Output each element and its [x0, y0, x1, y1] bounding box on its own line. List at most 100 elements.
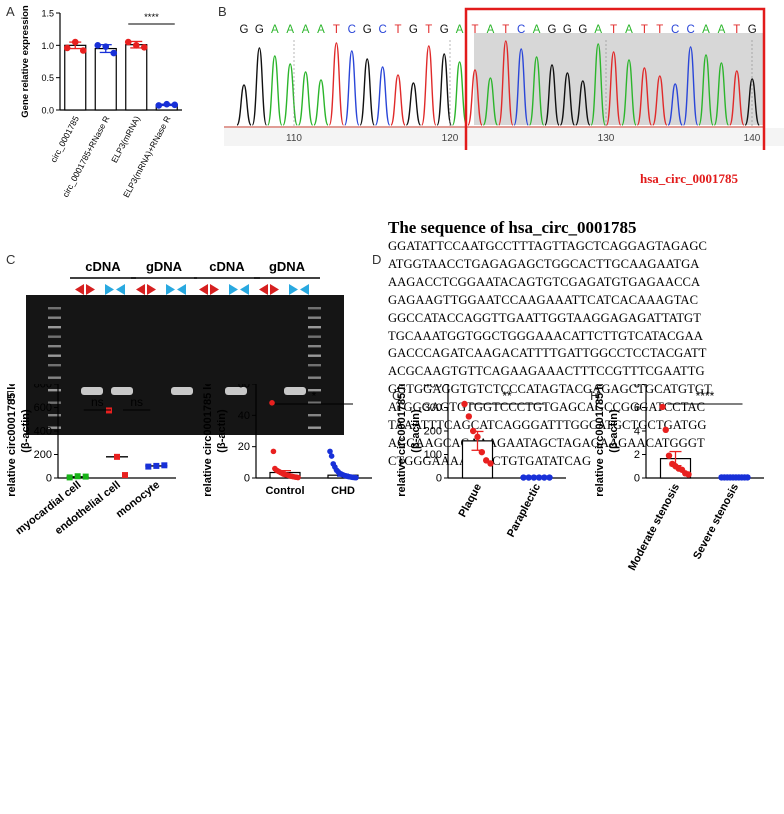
ladder-band	[48, 316, 61, 319]
data-point	[270, 448, 277, 455]
y-tick-label: 4	[634, 426, 640, 438]
base-letter: C	[378, 24, 386, 36]
x-tick-label: Paraplectic	[505, 482, 543, 539]
y-tick-label: 600	[34, 402, 52, 414]
bar	[94, 47, 117, 111]
data-point	[110, 49, 118, 57]
chart-a: 0.0 0.5 1.0 1.5 Gene relative expression circ…	[20, 5, 182, 199]
lane-label: cDNA	[85, 259, 121, 274]
y-tick-label: 200	[34, 449, 52, 461]
sequence-line: GACCCAGATCAAGACATTTTGATTGGCCTCCTACGATT	[388, 346, 707, 361]
trace-peak	[713, 62, 730, 126]
data-point	[295, 474, 301, 481]
panel-letter-g: G	[392, 388, 403, 403]
x-tick-label: ELP3(mRNA)	[109, 114, 142, 164]
ladder-band	[308, 401, 321, 404]
y-tick-label: 40	[238, 410, 250, 422]
x-tick-label: myocardial cell	[13, 479, 83, 537]
trace-peak	[359, 58, 375, 126]
sequence-title: The sequence of hsa_circ_0001785	[388, 218, 637, 237]
y-tick-label: 0	[244, 473, 250, 485]
y-tick-label: 2	[634, 449, 640, 461]
sequence-line: ACGCAAGTGTTCAGAAGAAACTTTCCGTTTCGAATTG	[388, 364, 705, 379]
trace-peak	[667, 83, 683, 126]
data-point	[546, 474, 553, 481]
x-tick-label: Plaque	[457, 482, 485, 519]
ladder-band	[48, 401, 61, 404]
base-letter: G	[363, 24, 372, 36]
y-axis-label: relative circ0001785 level (β-actin)	[396, 384, 422, 497]
y-tick-label: 800	[34, 384, 52, 391]
lane-label: gDNA	[146, 259, 183, 274]
x-tick-label: Control	[265, 485, 304, 497]
significance-label: ****	[144, 12, 159, 23]
y-axis-label-line: (β-actin)	[20, 409, 32, 453]
data-point	[530, 474, 538, 481]
y-axis-label-line: relative circ0001785 level	[202, 384, 214, 497]
x-tick-label: Severe stenosis	[691, 482, 741, 562]
highlight-box	[464, 7, 766, 150]
base-letter: G	[578, 24, 587, 36]
y-axis-label-line: Gene relative expression	[20, 5, 31, 118]
base-letter: C	[671, 24, 679, 36]
primer-arrow-icon	[105, 284, 114, 295]
ladder-band	[308, 335, 321, 338]
data-point	[665, 452, 673, 459]
base-letter: A	[533, 24, 541, 36]
y-tick-label: 0	[634, 473, 640, 485]
base-letter: T	[656, 24, 663, 36]
trace-peak	[652, 75, 668, 126]
sequence-text: GGATATTCCAATGCCTTTAGTTAGCTCAGGAGTAGAGC AT…	[388, 238, 712, 471]
primer-arrow-icon	[136, 284, 145, 295]
data-point	[122, 472, 128, 479]
data-point	[114, 453, 120, 460]
data-point	[478, 448, 486, 456]
primer-arrow-icon	[166, 284, 175, 295]
primer-arrow-icon	[210, 284, 219, 295]
base-letter: C	[686, 24, 694, 36]
base-letter: T	[394, 24, 401, 36]
trace-peak	[405, 82, 422, 126]
primer-arrow-icon	[86, 284, 95, 295]
ladder-band	[48, 376, 61, 379]
sequence-line: GAGAAGTTGGAATCCAAGAAATTCATCACAAAGTAC	[388, 292, 699, 307]
sequence-line: GGTGGAGGTGTCTCCCATAGTACGAGAGCTGCATGTGT	[388, 382, 712, 397]
trace-peak	[251, 47, 268, 126]
base-letter: G	[440, 24, 449, 36]
y-tick-label: 0.5	[41, 73, 54, 83]
data-point	[525, 474, 532, 481]
sequence-line: TAAATTTCAGCATCAGGGATTTGGCATGCTGCTGATGG	[388, 418, 707, 433]
trace-peak	[513, 48, 529, 126]
y-tick-label: 400	[34, 426, 52, 438]
data-point	[659, 403, 666, 411]
pcr-band	[111, 387, 133, 395]
trace-peak	[313, 79, 329, 126]
base-letter: G	[548, 24, 557, 36]
chart-h: 0 2 4 6 8 relative circ0001785 level (β-actin)…	[594, 384, 764, 573]
data-point	[487, 460, 494, 467]
base-letter: A	[702, 24, 710, 36]
bar	[125, 44, 148, 111]
data-point	[465, 413, 473, 420]
data-point	[328, 453, 335, 459]
y-tick-label: 0.0	[41, 106, 54, 116]
y-axis-label: relative circ0001785 level (β-actin)	[202, 384, 228, 497]
trace-peak	[267, 55, 283, 126]
trace-peak	[744, 78, 760, 126]
base-letter: A	[594, 24, 602, 36]
base-letter: T	[641, 24, 648, 36]
y-tick-label: 1.5	[41, 9, 54, 19]
sequence-line: AAGACCTCGGAATACAGTGTCGAGATGTGAGAACCA	[388, 274, 701, 289]
data-point	[520, 474, 527, 481]
base-letter: G	[255, 24, 264, 36]
y-tick-label: 400	[424, 384, 442, 391]
trace-peak	[374, 66, 391, 126]
ruler-bg	[224, 128, 784, 146]
trace-peak	[390, 74, 406, 126]
data-point	[461, 400, 468, 408]
panel-letter-h: H	[590, 388, 600, 403]
primer-arrow-icon	[199, 284, 208, 295]
significance-label: *	[312, 389, 317, 403]
trace-peak	[498, 40, 514, 126]
